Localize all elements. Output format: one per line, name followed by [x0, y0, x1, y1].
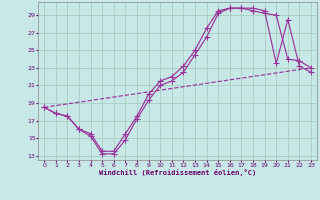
- X-axis label: Windchill (Refroidissement éolien,°C): Windchill (Refroidissement éolien,°C): [99, 169, 256, 176]
